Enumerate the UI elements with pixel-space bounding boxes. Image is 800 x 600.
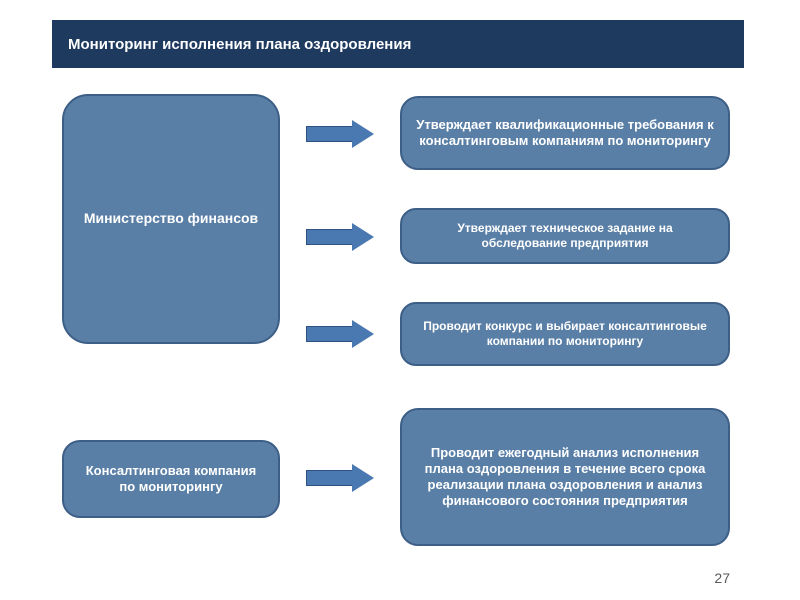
arrow-a1 xyxy=(306,120,374,148)
box-req-label: Утверждает квалификационные требования к… xyxy=(416,117,714,150)
arrow-shaft-icon xyxy=(306,126,352,142)
box-consulting-label: Консалтинговая компания по мониторингу xyxy=(78,463,264,496)
arrow-head-icon xyxy=(352,223,374,251)
header-bar: Мониторинг исполнения плана оздоровления xyxy=(52,20,744,68)
box-ministry-label: Министерство финансов xyxy=(84,210,258,228)
arrow-head-icon xyxy=(352,120,374,148)
header-title: Мониторинг исполнения плана оздоровления xyxy=(68,36,411,53)
box-contest: Проводит конкурс и выбирает консалтингов… xyxy=(400,302,730,366)
box-analysis: Проводит ежегодный анализ исполнения пла… xyxy=(400,408,730,546)
box-req: Утверждает квалификационные требования к… xyxy=(400,96,730,170)
arrow-head-icon xyxy=(352,464,374,492)
box-contest-label: Проводит конкурс и выбирает консалтингов… xyxy=(416,319,714,349)
arrow-shaft-icon xyxy=(306,470,352,486)
arrow-head-icon xyxy=(352,320,374,348)
box-consulting: Консалтинговая компания по мониторингу xyxy=(62,440,280,518)
arrow-a2 xyxy=(306,223,374,251)
box-ministry: Министерство финансов xyxy=(62,94,280,344)
box-tz: Утверждает техническое задание на обслед… xyxy=(400,208,730,264)
box-analysis-label: Проводит ежегодный анализ исполнения пла… xyxy=(416,445,714,510)
page-number: 27 xyxy=(714,570,730,586)
box-tz-label: Утверждает техническое задание на обслед… xyxy=(416,221,714,251)
arrow-a4 xyxy=(306,464,374,492)
arrow-a3 xyxy=(306,320,374,348)
arrow-shaft-icon xyxy=(306,229,352,245)
arrow-shaft-icon xyxy=(306,326,352,342)
